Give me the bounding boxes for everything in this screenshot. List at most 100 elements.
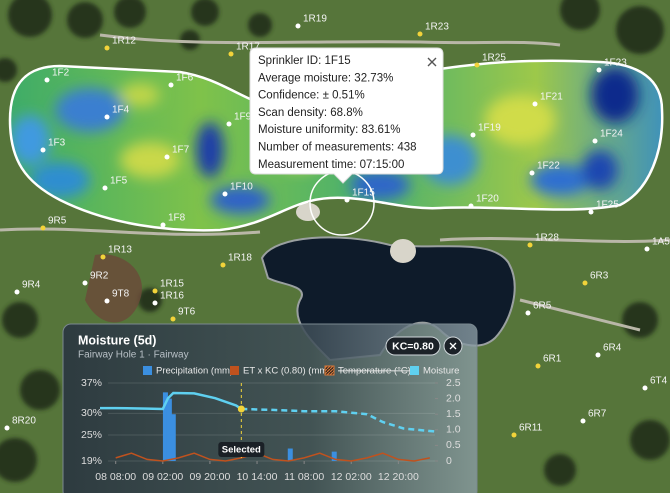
selected-dot <box>237 405 245 413</box>
precip-bar <box>162 392 168 461</box>
sprinkler-dot[interactable] <box>468 203 474 209</box>
sprinkler-dot[interactable] <box>596 67 602 73</box>
sprinkler-label: 1F4 <box>112 105 130 116</box>
sprinkler-dot[interactable] <box>104 298 110 304</box>
sprinkler-dot[interactable] <box>474 62 480 68</box>
sprinkler-dot[interactable] <box>582 280 588 286</box>
selected-label: Selected <box>222 445 261 456</box>
x-tick-label: 12 20:00 <box>378 471 419 483</box>
sprinkler-label: 1A5 <box>652 237 670 248</box>
sprinkler-dot[interactable] <box>527 242 533 248</box>
series-line <box>115 452 430 462</box>
sprinkler-dot[interactable] <box>152 300 158 306</box>
y2-tick-label: 0 <box>446 455 452 467</box>
y-tick-label: 37% <box>81 377 102 389</box>
legend-label[interactable]: Precipitation (mm) <box>156 366 233 377</box>
popup: Sprinkler ID: 1F15 Average moisture: 32.7… <box>249 47 444 184</box>
x-tick-label: 10 14:00 <box>237 471 278 483</box>
legend-swatch[interactable] <box>324 365 335 376</box>
series-line <box>100 391 242 411</box>
y2-tick-label: 1.5 <box>446 408 461 420</box>
popup-box <box>249 47 444 184</box>
sprinkler-dot[interactable] <box>295 23 301 29</box>
sprinkler-dot[interactable] <box>532 101 538 107</box>
sprinkler-label: 1R13 <box>108 245 132 256</box>
sprinkler-dot[interactable] <box>220 262 226 268</box>
bunker <box>390 239 416 263</box>
precip-bar <box>331 451 337 461</box>
flower-bed <box>85 254 142 323</box>
sprinkler-dot[interactable] <box>644 246 650 252</box>
legend-label[interactable]: Temperature (°C) <box>338 366 411 377</box>
sprinkler-dot[interactable] <box>164 154 170 160</box>
sprinkler-dot[interactable] <box>102 185 108 191</box>
chart-subtitle: Fairway Hole 1 · Fairway <box>78 350 189 361</box>
x-tick-label: 12 02:00 <box>331 471 372 483</box>
sprinkler-dot[interactable] <box>228 51 234 57</box>
sprinkler-dot[interactable] <box>222 191 228 197</box>
popup-line: Sprinkler ID: 1F15 <box>258 55 351 67</box>
sprinkler-label: 1F6 <box>176 73 194 84</box>
sprinkler-dot[interactable] <box>580 418 586 424</box>
sprinkler-dot[interactable] <box>642 385 648 391</box>
sprinkler-dot[interactable] <box>168 82 174 88</box>
sprinkler-dot[interactable] <box>592 138 598 144</box>
sprinkler-label: 1F8 <box>168 213 186 224</box>
precip-bar <box>170 414 176 461</box>
sprinkler-dot[interactable] <box>529 170 535 176</box>
sprinkler-label: 1F5 <box>110 176 128 187</box>
sprinkler-dot[interactable] <box>160 222 166 228</box>
sprinkler-label: 1R15 <box>160 279 184 290</box>
legend-swatch[interactable] <box>143 366 152 375</box>
sprinkler-dot[interactable] <box>40 147 46 153</box>
y-tick-label: 25% <box>81 429 102 441</box>
sprinkler-label: 6T4 <box>650 376 668 387</box>
sprinkler-dot[interactable] <box>525 310 531 316</box>
sprinkler-dot[interactable] <box>82 280 88 286</box>
sprinkler-dot[interactable] <box>535 363 541 369</box>
sprinkler-dot[interactable] <box>100 254 106 260</box>
plot <box>100 391 435 462</box>
sprinkler-label: 1R12 <box>112 36 136 47</box>
legend-swatch[interactable] <box>230 366 239 375</box>
sprinkler-dot[interactable] <box>417 31 423 37</box>
sprinkler-dot[interactable] <box>470 132 476 138</box>
sprinkler-label: 1R17 <box>236 42 260 53</box>
popup-line: Moisture uniformity: 83.61% <box>258 124 401 136</box>
sprinkler-dot[interactable] <box>104 114 110 120</box>
sprinkler-label: 1R23 <box>425 22 449 33</box>
legend-label[interactable]: Moisture <box>423 366 459 377</box>
kc-badge[interactable] <box>385 336 441 356</box>
y2-tick-label: 2.0 <box>446 392 461 404</box>
sprinkler-label: 1F21 <box>540 92 563 103</box>
legend-swatch[interactable] <box>410 366 419 375</box>
sprinkler-dot[interactable] <box>40 225 46 231</box>
sprinkler-dot[interactable] <box>595 352 601 358</box>
sprinkler-label: 6R11 <box>519 423 543 434</box>
x-tick-label: 09 02:00 <box>142 471 183 483</box>
sprinkler-label: 1F23 <box>604 58 627 69</box>
sprinkler-dot[interactable] <box>152 288 158 294</box>
sprinkler-dot[interactable] <box>344 197 350 203</box>
legend-label[interactable]: ET x KC (0.80) (mm) <box>243 366 330 377</box>
sprinkler-dot[interactable] <box>4 425 10 431</box>
selected-chip <box>218 442 265 457</box>
chart-panel: Moisture (5d) Fairway Hole 1 · Fairway K… <box>62 323 478 493</box>
sprinkler-dot[interactable] <box>44 77 50 83</box>
sprinkler-dot[interactable] <box>170 316 176 322</box>
y2-tick-label: 2.5 <box>446 377 461 389</box>
sprinkler-label: 1R19 <box>303 14 327 25</box>
sprinkler-label: 1R18 <box>228 253 252 264</box>
popup-close[interactable] <box>427 57 437 67</box>
chart-title: Moisture (5d) <box>78 333 156 347</box>
sprinkler-dot[interactable] <box>511 432 517 438</box>
sprinkler-dot[interactable] <box>226 121 232 127</box>
sprinkler-dot[interactable] <box>14 289 20 295</box>
popup-line: Confidence: ± 0.51% <box>258 90 365 102</box>
sprinkler-dot[interactable] <box>104 45 110 51</box>
sprinkler-label: 9T8 <box>112 289 130 300</box>
sprinkler-dot[interactable] <box>588 209 594 215</box>
sprinkler-label: 9R2 <box>90 271 109 282</box>
sprinkler-label: 6R7 <box>588 409 607 420</box>
